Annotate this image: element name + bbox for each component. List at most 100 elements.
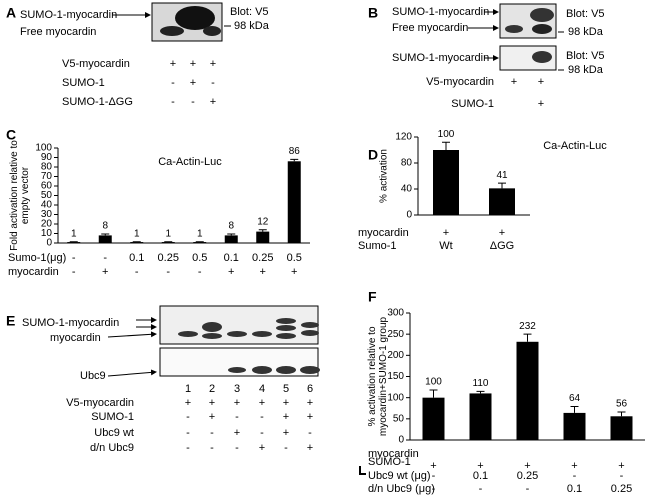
condition-label: SUMO-1 <box>451 98 494 110</box>
condition-label: SUMO-1-ΔGG <box>62 96 133 108</box>
chart-title: Ca-Actin-Luc <box>543 140 607 152</box>
band <box>160 26 184 36</box>
size-marker: 98 kDa <box>568 26 604 38</box>
error-bar <box>101 233 110 236</box>
condition-cell: - <box>103 252 107 264</box>
condition-cell: + <box>102 266 108 278</box>
condition-cell: 0.25 <box>252 252 273 264</box>
lane-number: 4 <box>259 383 265 395</box>
condition-label: Ubc9 wt (μg) <box>368 470 431 482</box>
panel-letter: B <box>368 5 378 21</box>
condition-cell: - <box>186 442 190 454</box>
y-tick-label: 60 <box>41 181 53 192</box>
condition-label: SUMO-1 <box>91 411 134 423</box>
condition-cell: + <box>234 427 240 439</box>
arrow <box>107 369 157 377</box>
blot-antibody: Blot: V5 <box>566 8 605 20</box>
condition-label: V5-myocardin <box>66 397 134 409</box>
y-tick-label: 100 <box>387 392 404 403</box>
error-bar <box>498 182 506 189</box>
condition-cell: - <box>186 427 190 439</box>
condition-cell: - <box>198 266 202 278</box>
condition-cell: - <box>479 483 483 495</box>
condition-cell: - <box>526 483 530 495</box>
condition-label: myocardin <box>368 448 419 460</box>
bar <box>422 397 445 440</box>
condition-cell: - <box>573 470 577 482</box>
condition-cell: - <box>235 442 239 454</box>
condition-cell: - <box>235 411 239 423</box>
condition-cell: 0.25 <box>517 470 538 482</box>
condition-cell: 0.5 <box>287 252 302 264</box>
y-tick-label: 80 <box>41 162 53 173</box>
condition-label: V5-myocardin <box>62 58 130 70</box>
y-tick-label: 40 <box>41 200 53 211</box>
condition-cell: - <box>211 77 215 89</box>
error-bar <box>227 233 236 236</box>
condition-cell: + <box>307 442 313 454</box>
condition-cell: - <box>135 266 139 278</box>
value-label: 12 <box>257 216 269 227</box>
condition-cell: ΔGG <box>490 240 514 252</box>
condition-cell: - <box>171 77 175 89</box>
condition-cell: - <box>210 442 214 454</box>
lane-number: 2 <box>209 383 215 395</box>
value-label: 1 <box>165 228 171 239</box>
condition-cell: + <box>228 266 234 278</box>
bar <box>287 161 301 243</box>
bar <box>224 235 238 243</box>
panel-letter: A <box>6 5 16 21</box>
condition-cell: + <box>524 460 530 472</box>
bar <box>256 231 270 243</box>
value-label: 1 <box>134 228 140 239</box>
value-label: 41 <box>496 170 508 181</box>
lane-number: 3 <box>234 383 240 395</box>
condition-cell: + <box>291 266 297 278</box>
condition-cell: - <box>72 266 76 278</box>
y-tick-label: 50 <box>393 413 405 424</box>
error-bar <box>523 333 532 342</box>
condition-cell: - <box>210 427 214 439</box>
condition-cell: + <box>190 58 196 70</box>
condition-cell: + <box>185 397 191 409</box>
bar <box>610 416 633 440</box>
y-axis-label: % activation <box>379 149 390 203</box>
blot-label: SUMO-1-myocardin <box>22 317 119 329</box>
y-tick-label: 0 <box>398 435 404 446</box>
bands <box>178 318 320 374</box>
y-axis-label: myocardin+SUMO-1 group <box>378 316 389 436</box>
y-tick-label: 300 <box>387 308 404 319</box>
blot-antibody: Blot: V5 <box>230 6 269 18</box>
y-axis-label: % activation relative to <box>367 326 378 426</box>
condition-label: SUMO-1 <box>62 77 105 89</box>
bar <box>67 242 81 243</box>
condition-label: myocardin <box>8 266 59 278</box>
condition-cell: Wt <box>439 240 452 252</box>
condition-label: d/n Ubc9 <box>90 442 134 454</box>
y-tick-label: 40 <box>401 184 413 195</box>
error-bar <box>258 229 267 232</box>
bar <box>563 412 586 440</box>
y-tick-label: 80 <box>401 158 413 169</box>
condition-cell: + <box>259 442 265 454</box>
blot-label: SUMO-1-myocardin <box>392 52 489 64</box>
condition-cell: - <box>171 96 175 108</box>
condition-cell: - <box>260 411 264 423</box>
blot <box>159 305 319 345</box>
condition-cell: + <box>260 266 266 278</box>
y-tick-label: 120 <box>395 132 412 143</box>
blot-label: Ubc9 <box>80 370 106 382</box>
condition-cell: - <box>432 470 436 482</box>
lane-number: 6 <box>307 383 313 395</box>
condition-label: Sumo-1(μg) <box>8 252 66 264</box>
condition-label: myocardin <box>358 227 409 239</box>
condition-cell: + <box>209 397 215 409</box>
value-label: 56 <box>616 399 628 410</box>
bar <box>433 150 459 215</box>
lane-number: 5 <box>283 383 289 395</box>
size-marker: 98 kDa <box>234 20 270 32</box>
band <box>532 51 552 63</box>
value-label: 110 <box>473 378 489 389</box>
condition-cell: - <box>191 96 195 108</box>
condition-cell: + <box>511 76 517 88</box>
